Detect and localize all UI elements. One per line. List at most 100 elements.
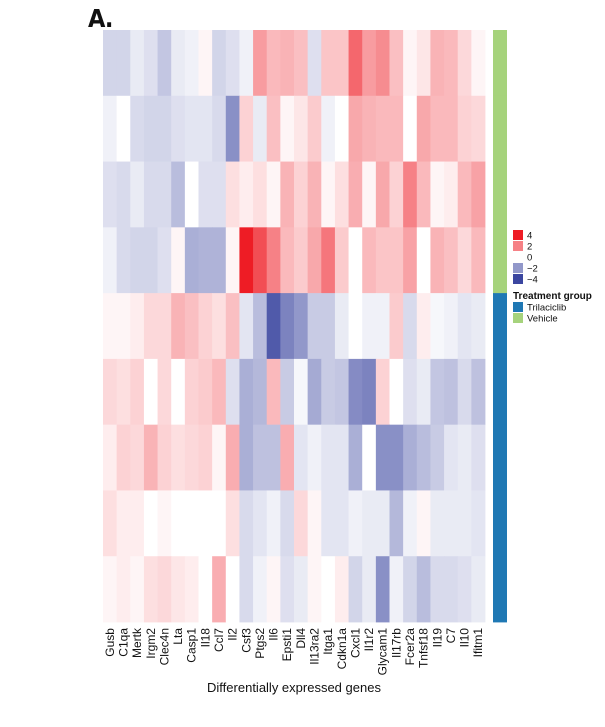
heatmap-cell-il10-row6 [457,358,472,426]
heatmap-cell-tnfsf18-row6 [416,358,431,426]
heatmap-cell-c7-row8 [444,490,459,557]
gene-label-clec4n: Clec4n [157,628,171,665]
heatmap-cell-csf3-row4 [239,227,254,294]
heatmap-cell-il18-row1 [198,30,213,97]
heatmap-cell-dll4-row5 [294,293,309,360]
gene-label-il18: Il18 [198,628,212,648]
heatmap-cell-il17rb-row6 [389,358,404,426]
heatmap-cell-il10-row2 [457,95,472,162]
heatmap-cell-epsti1-row7 [280,424,295,491]
heatmap-cell-casp1-row7 [184,424,199,491]
heatmap-cell-cxcl1-row8 [348,490,363,557]
heatmap-cell-csf3-row1 [239,30,254,97]
group-bar-segment-vehicle [493,95,507,162]
heatmap-cell-csf3-row2 [239,95,254,162]
heatmap-cell-irgm2-row2 [143,95,158,162]
heatmap-cell-il6-row3 [266,161,281,228]
heatmap-cell-cxcl1-row1 [348,30,363,97]
heatmap-cell-il1r2-row8 [362,490,377,557]
heatmap-cell-ptgs2-row7 [253,424,268,491]
group-bar-segment-trilaciclib [493,556,507,623]
gene-label-fcer2a: Fcer2a [403,628,417,666]
heatmap-cell-clec4n-row6 [157,358,172,426]
heatmap-cell-casp1-row3 [184,161,199,228]
heatmap-cell-il13ra2-row4 [307,227,322,294]
heatmap-cell-ifitm1-row6 [471,358,486,426]
heatmap-cell-gusb-row1 [103,30,118,97]
heatmap-cell-dll4-row9 [294,556,309,623]
heatmap-cell-il19-row7 [430,424,445,491]
heatmap-cell-irgm2-row4 [143,227,158,294]
group-bar-segment-trilaciclib [493,358,507,426]
heatmap-cell-il18-row6 [198,358,213,426]
heatmap-cell-irgm2-row1 [143,30,158,97]
group-bar-segment-vehicle [493,161,507,228]
heatmap-cell-il19-row2 [430,95,445,162]
heatmap-cell-il2-row6 [225,358,240,426]
heatmap-cell-lta-row8 [171,490,186,557]
gene-label-epsti1: Epsti1 [280,628,294,662]
heatmap-cell-c1qa-row9 [116,556,131,623]
heatmap-cell-dll4-row1 [294,30,309,97]
heatmap-cell-cxcl1-row5 [348,293,363,360]
heatmap-cell-il6-row9 [266,556,281,623]
gene-label-c1qa: C1qa [116,628,130,657]
heatmap-cell-c7-row5 [444,293,459,360]
heatmap-cell-ccl7-row4 [212,227,227,294]
heatmap-cell-epsti1-row6 [280,358,295,426]
heatmap-cell-cdkn1a-row2 [334,95,349,162]
heatmap-cell-cxcl1-row3 [348,161,363,228]
heatmap-cell-c1qa-row8 [116,490,131,557]
heatmap-cell-il6-row2 [266,95,281,162]
heatmap-cell-gusb-row8 [103,490,118,557]
heatmap-cell-casp1-row5 [184,293,199,360]
color-scale-swatch-4 [513,230,523,240]
heatmap-cell-irgm2-row9 [143,556,158,623]
heatmap-cell-casp1-row9 [184,556,199,623]
heatmap-cell-glycam1-row5 [375,293,390,360]
heatmap-cell-cxcl1-row7 [348,424,363,491]
gene-label-ccl7: Ccl7 [212,628,226,652]
heatmap-cell-cdkn1a-row8 [334,490,349,557]
heatmap-cell-fcer2a-row1 [403,30,418,97]
heatmap-cell-ptgs2-row6 [253,358,268,426]
panel-label: A. [88,4,113,33]
heatmap-cell-il2-row4 [225,227,240,294]
heatmap-cell-il17rb-row2 [389,95,404,162]
gene-label-irgm2: Irgm2 [144,628,158,659]
heatmap-cell-il18-row4 [198,227,213,294]
heatmap-cell-mertk-row7 [130,424,145,491]
gene-label-csf3: Csf3 [239,628,253,653]
heatmap-cell-il19-row8 [430,490,445,557]
gene-label-il19: Il19 [430,628,444,648]
heatmap-cell-tnfsf18-row3 [416,161,431,228]
gene-label-ifitm1: Ifitm1 [471,628,485,658]
heatmap-cell-ptgs2-row8 [253,490,268,557]
gene-label-cxcl1: Cxcl1 [348,628,362,658]
heatmap-cell-cdkn1a-row4 [334,227,349,294]
heatmap-cell-itga1-row2 [321,95,336,162]
heatmap-cell-tnfsf18-row7 [416,424,431,491]
heatmap-cell-casp1-row4 [184,227,199,294]
heatmap-cell-glycam1-row9 [375,556,390,623]
heatmap-cell-irgm2-row6 [143,358,158,426]
heatmap-cell-dll4-row3 [294,161,309,228]
heatmap-cell-itga1-row5 [321,293,336,360]
heatmap-cell-glycam1-row4 [375,227,390,294]
heatmap-cell-irgm2-row3 [143,161,158,228]
heatmap-cell-il1r2-row1 [362,30,377,97]
heatmap-cell-cdkn1a-row7 [334,424,349,491]
heatmap-cell-il1r2-row9 [362,556,377,623]
heatmap-cell-fcer2a-row2 [403,95,418,162]
gene-label-mertk: Mertk [130,627,144,658]
heatmap-cell-casp1-row8 [184,490,199,557]
heatmap-cell-glycam1-row7 [375,424,390,491]
heatmap-cell-il1r2-row6 [362,358,377,426]
heatmap-cell-il19-row1 [430,30,445,97]
heatmap-cell-il13ra2-row9 [307,556,322,623]
heatmap-cell-cxcl1-row6 [348,358,363,426]
heatmap-cell-clec4n-row8 [157,490,172,557]
heatmap-cell-il1r2-row3 [362,161,377,228]
heatmap-cell-ccl7-row3 [212,161,227,228]
